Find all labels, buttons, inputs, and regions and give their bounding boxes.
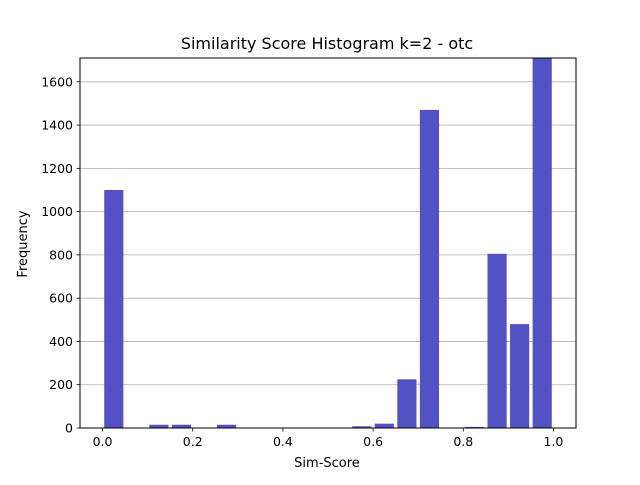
y-tick-label: 800 <box>49 247 73 262</box>
axis-ticks: 0 200 400 600 800 1000 1200 1400 1600 0.0 0.2 0.4 0.… <box>41 74 563 449</box>
y-tick-label: 600 <box>49 291 73 306</box>
histogram-bar <box>532 58 552 428</box>
chart-title: Similarity Score Histogram k=2 - otc <box>181 34 473 53</box>
y-tick-label: 1000 <box>41 204 73 219</box>
y-tick-label: 1200 <box>41 161 73 176</box>
histogram-bar <box>352 426 372 428</box>
x-tick-label: 0.8 <box>453 434 473 449</box>
histogram-bar <box>419 109 440 429</box>
y-tick-label: 200 <box>49 377 73 392</box>
bars <box>104 58 552 429</box>
histogram-bar <box>487 253 507 428</box>
histogram-bar <box>171 424 192 428</box>
histogram-bar <box>397 379 417 428</box>
y-tick-label: 0 <box>65 421 73 436</box>
histogram-bar <box>104 189 124 428</box>
y-tick-label: 400 <box>49 334 73 349</box>
x-tick-label: 0.4 <box>273 434 293 449</box>
grid-lines <box>80 81 576 429</box>
x-tick-label: 0.6 <box>363 434 383 449</box>
y-tick-label: 1400 <box>41 118 73 133</box>
x-axis-label: Sim-Score <box>294 456 360 471</box>
y-tick-label: 1600 <box>41 74 73 89</box>
x-tick-label: 1.0 <box>544 434 564 449</box>
histogram-bar <box>216 424 237 428</box>
plot-frame <box>79 57 577 429</box>
x-tick-label: 0.2 <box>183 434 203 449</box>
histogram-bar <box>464 426 485 428</box>
histogram-bar <box>510 324 530 428</box>
histogram-bar <box>149 424 169 428</box>
histogram-bar <box>374 423 394 428</box>
x-tick-label: 0.0 <box>93 434 113 449</box>
y-axis-label: Frequency <box>16 210 31 277</box>
